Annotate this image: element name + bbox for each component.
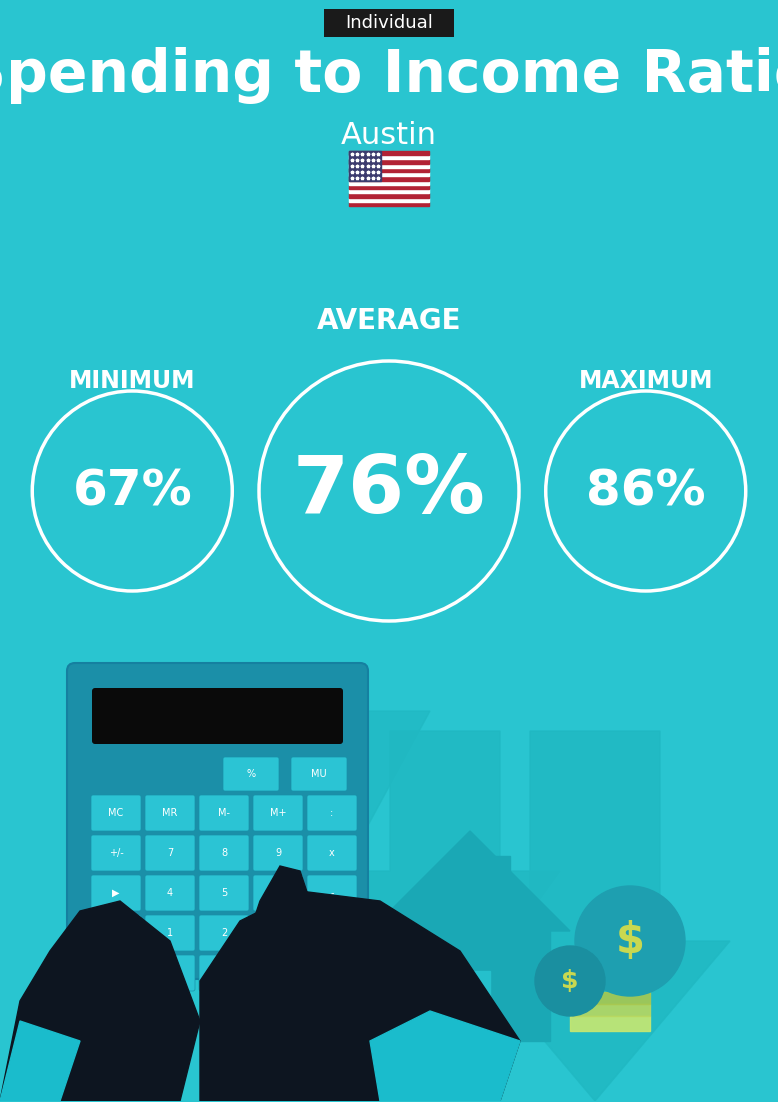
FancyBboxPatch shape xyxy=(67,663,368,979)
Bar xyxy=(349,168,429,172)
Bar xyxy=(572,1004,650,1016)
Polygon shape xyxy=(370,1011,520,1101)
Text: MR: MR xyxy=(163,808,177,818)
Text: ▶: ▶ xyxy=(112,888,120,898)
Bar xyxy=(349,190,429,193)
Bar xyxy=(349,160,429,164)
FancyBboxPatch shape xyxy=(145,955,195,991)
Text: 2: 2 xyxy=(221,928,227,938)
FancyBboxPatch shape xyxy=(253,915,303,951)
FancyBboxPatch shape xyxy=(199,835,249,871)
Text: :: : xyxy=(331,808,334,818)
Text: 9: 9 xyxy=(275,849,281,858)
Text: M+: M+ xyxy=(270,808,286,818)
Text: 8: 8 xyxy=(221,849,227,858)
Text: x: x xyxy=(329,849,335,858)
Text: 86%: 86% xyxy=(586,467,706,515)
Text: 00: 00 xyxy=(110,968,122,977)
Text: C/A: C/A xyxy=(107,928,124,938)
Text: 6: 6 xyxy=(275,888,281,898)
FancyBboxPatch shape xyxy=(199,915,249,951)
FancyBboxPatch shape xyxy=(199,795,249,831)
Bar xyxy=(450,971,490,1041)
Polygon shape xyxy=(370,831,570,931)
Text: M-: M- xyxy=(218,808,230,818)
FancyBboxPatch shape xyxy=(253,795,303,831)
Bar xyxy=(349,197,429,202)
Text: $: $ xyxy=(615,920,644,962)
Text: 3: 3 xyxy=(275,928,281,938)
FancyBboxPatch shape xyxy=(145,875,195,911)
Text: 1: 1 xyxy=(167,928,173,938)
Bar xyxy=(349,185,429,190)
Text: 4: 4 xyxy=(167,888,173,898)
Polygon shape xyxy=(0,1020,80,1101)
FancyBboxPatch shape xyxy=(291,757,347,791)
Bar xyxy=(349,151,429,155)
FancyBboxPatch shape xyxy=(91,915,141,951)
Circle shape xyxy=(535,946,605,1016)
FancyBboxPatch shape xyxy=(199,955,249,991)
Bar xyxy=(349,164,429,168)
Text: Individual: Individual xyxy=(345,14,433,32)
Text: %: % xyxy=(247,769,255,779)
FancyBboxPatch shape xyxy=(223,757,279,791)
Text: 5: 5 xyxy=(221,888,227,898)
Bar xyxy=(349,176,429,181)
FancyBboxPatch shape xyxy=(253,835,303,871)
FancyBboxPatch shape xyxy=(91,875,141,911)
FancyBboxPatch shape xyxy=(253,875,303,911)
Text: 0: 0 xyxy=(221,968,227,977)
Text: .: . xyxy=(169,968,171,977)
Text: 7: 7 xyxy=(166,849,173,858)
Bar xyxy=(349,193,429,197)
FancyBboxPatch shape xyxy=(91,795,141,831)
Text: MINIMUM: MINIMUM xyxy=(69,369,195,393)
Polygon shape xyxy=(200,892,520,1101)
FancyBboxPatch shape xyxy=(145,915,195,951)
FancyBboxPatch shape xyxy=(91,955,141,991)
Bar xyxy=(349,181,429,185)
FancyBboxPatch shape xyxy=(145,795,195,831)
Bar xyxy=(349,172,429,176)
Bar xyxy=(390,931,550,1041)
Circle shape xyxy=(575,886,685,996)
Text: Spending to Income Ratio: Spending to Income Ratio xyxy=(0,47,778,105)
Text: MC: MC xyxy=(108,808,124,818)
Text: Austin: Austin xyxy=(341,121,437,151)
Bar xyxy=(349,155,429,160)
Polygon shape xyxy=(460,731,730,1101)
FancyBboxPatch shape xyxy=(91,835,141,871)
Polygon shape xyxy=(330,731,560,1031)
Bar xyxy=(575,992,650,1004)
Bar xyxy=(570,1016,650,1031)
Polygon shape xyxy=(250,866,310,951)
FancyBboxPatch shape xyxy=(307,795,357,831)
Text: AVERAGE: AVERAGE xyxy=(317,307,461,335)
Bar xyxy=(349,202,429,206)
FancyBboxPatch shape xyxy=(145,835,195,871)
Text: MAXIMUM: MAXIMUM xyxy=(579,369,713,393)
Text: MU: MU xyxy=(311,769,327,779)
Text: $: $ xyxy=(561,969,579,993)
FancyBboxPatch shape xyxy=(324,9,454,37)
Polygon shape xyxy=(0,901,200,1101)
Text: 67%: 67% xyxy=(72,467,192,515)
FancyBboxPatch shape xyxy=(199,875,249,911)
FancyBboxPatch shape xyxy=(92,688,343,744)
Polygon shape xyxy=(300,711,430,831)
Text: -: - xyxy=(330,888,334,898)
Bar xyxy=(349,151,381,181)
FancyBboxPatch shape xyxy=(307,835,357,871)
Text: +/-: +/- xyxy=(109,849,124,858)
FancyBboxPatch shape xyxy=(307,875,357,911)
Text: 76%: 76% xyxy=(293,452,485,530)
Bar xyxy=(490,856,510,892)
